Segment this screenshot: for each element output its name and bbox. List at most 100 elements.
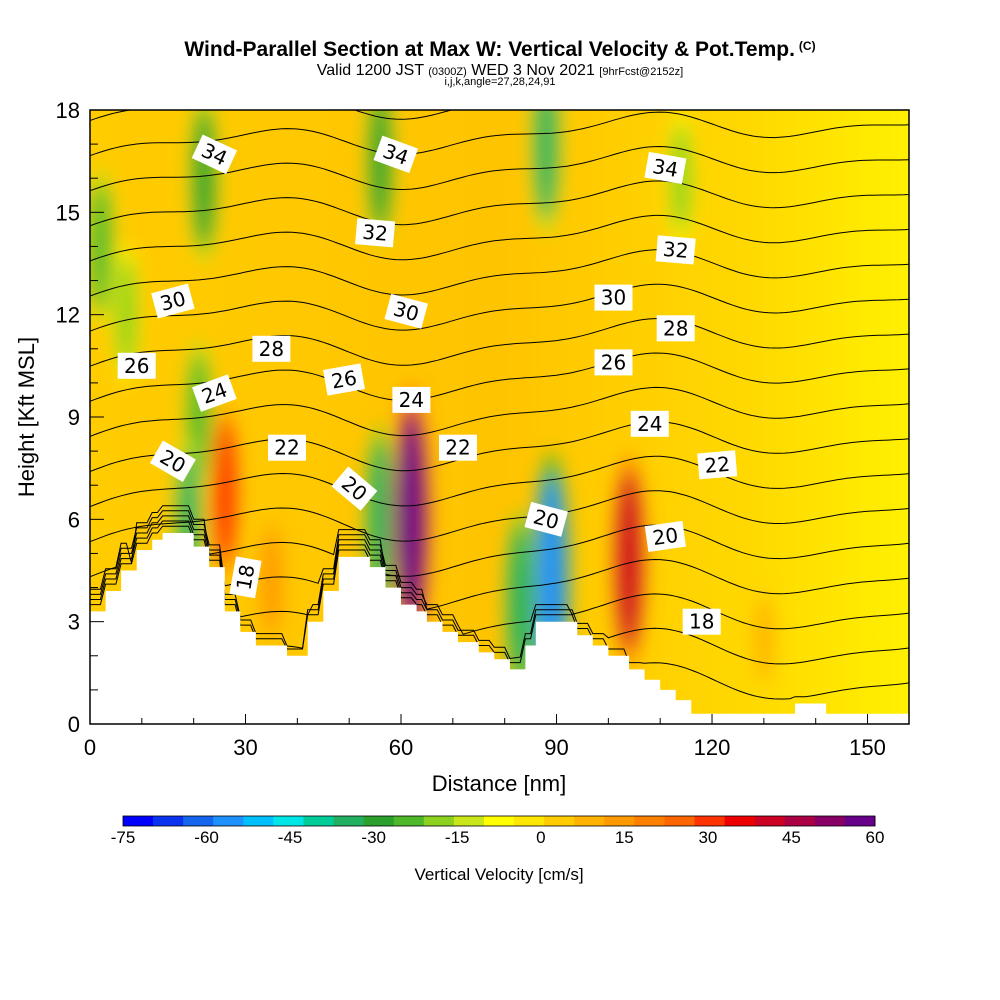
contour-label-box bbox=[644, 151, 687, 185]
contour-label: 22 bbox=[697, 450, 738, 480]
contour-label: 22 bbox=[268, 434, 306, 461]
colorbar-swatch bbox=[213, 816, 244, 826]
velocity-core bbox=[368, 440, 393, 599]
theta-contour-line bbox=[90, 421, 909, 472]
contour-label-box bbox=[151, 283, 195, 319]
y-tick-label: 3 bbox=[68, 610, 80, 635]
colorbar-swatch bbox=[724, 816, 756, 826]
chart-subtitle: Valid 1200 JST (0300Z) WED 3 Nov 2021 [9… bbox=[316, 62, 684, 79]
theta-contour-line bbox=[90, 490, 909, 543]
contour-label-text: 26 bbox=[601, 350, 626, 374]
colorbar-tick-label: -75 bbox=[111, 828, 136, 847]
x-tick-label: 30 bbox=[233, 735, 257, 760]
colorbar-swatch bbox=[574, 816, 605, 826]
contour-label-text: 30 bbox=[601, 286, 626, 310]
contour-label-text: 28 bbox=[259, 337, 284, 361]
colorbar-swatch bbox=[664, 816, 696, 826]
theta-contour-line bbox=[90, 505, 909, 578]
contour-label: 20 bbox=[524, 501, 568, 537]
contour-label-box bbox=[252, 335, 291, 362]
velocity-core bbox=[115, 256, 137, 373]
colorbar-tick-label: -30 bbox=[361, 828, 386, 847]
contour-label-text: 18 bbox=[689, 610, 714, 634]
contour-label: 32 bbox=[655, 235, 696, 265]
theta-contour-line bbox=[90, 180, 909, 227]
theta-contour-line bbox=[90, 283, 909, 332]
contour-label-text: 20 bbox=[651, 523, 680, 550]
contour-label: 28 bbox=[656, 315, 695, 342]
theta-contour-line bbox=[90, 455, 909, 508]
colorbar-tick-label: 45 bbox=[782, 828, 801, 847]
velocity-core bbox=[261, 529, 282, 632]
colorbar-swatch bbox=[303, 816, 335, 826]
x-tick-label: 150 bbox=[849, 735, 886, 760]
contour-label-text: 22 bbox=[274, 436, 299, 460]
contour-label-box bbox=[392, 386, 431, 413]
contour-label-box bbox=[117, 352, 156, 379]
contour-label-text: 26 bbox=[329, 365, 358, 393]
colorbar-swatch bbox=[754, 816, 786, 826]
colorbar-tick-label: -45 bbox=[278, 828, 303, 847]
y-axis-label: Height [Kft MSL] bbox=[14, 337, 39, 497]
colorbar-tick-label: 0 bbox=[536, 828, 545, 847]
colorbar-swatch bbox=[183, 816, 214, 826]
contour-label-text: 26 bbox=[124, 354, 149, 378]
colorbar-swatch bbox=[423, 816, 455, 826]
contour-label-text: 24 bbox=[637, 412, 662, 436]
colorbar-swatch bbox=[784, 816, 816, 826]
colorbar-tick-label: -15 bbox=[445, 828, 470, 847]
colorbar-swatch bbox=[453, 816, 485, 826]
colorbar-tick-label: -60 bbox=[194, 828, 219, 847]
contour-label-box bbox=[656, 315, 695, 342]
contour-label-box bbox=[439, 434, 477, 461]
velocity-core bbox=[616, 471, 643, 650]
chart-title: Wind-Parallel Section at Max W: Vertical… bbox=[184, 38, 816, 61]
contour-label: 18 bbox=[229, 556, 262, 599]
contour-label: 26 bbox=[117, 352, 156, 379]
colorbar-swatch bbox=[844, 816, 876, 826]
theta-contour-line bbox=[90, 111, 909, 157]
theta-contour-line bbox=[90, 43, 909, 85]
contour-label-text: 24 bbox=[399, 388, 424, 412]
contour-label-box bbox=[384, 293, 428, 329]
contour-label-text: 18 bbox=[231, 563, 259, 592]
contour-label-box bbox=[355, 218, 396, 248]
contour-label: 28 bbox=[252, 335, 291, 362]
theta-contour-line bbox=[90, 214, 909, 262]
contour-label-text: 22 bbox=[703, 452, 730, 478]
contour-label-box bbox=[373, 135, 419, 174]
colorbar-swatch bbox=[814, 816, 846, 826]
colorbar-swatch bbox=[694, 816, 726, 826]
x-axis-label: Distance [nm] bbox=[432, 771, 567, 796]
contour-label-text: 22 bbox=[445, 436, 470, 460]
colorbar-swatch bbox=[333, 816, 365, 826]
contour-label: 30 bbox=[594, 284, 633, 311]
contour-label: 24 bbox=[392, 386, 431, 413]
contour-label-box bbox=[331, 466, 378, 511]
y-tick-label: 15 bbox=[56, 200, 80, 225]
velocity-core bbox=[90, 181, 112, 312]
colorbar-swatch bbox=[123, 816, 154, 826]
colorbar-swatch bbox=[604, 816, 635, 826]
y-tick-label: 9 bbox=[68, 405, 80, 430]
contour-label-text: 32 bbox=[662, 237, 689, 263]
y-axis: 0 3 6 9 12 15 18 bbox=[56, 98, 104, 737]
colorbar-swatch bbox=[273, 816, 304, 826]
velocity-core bbox=[192, 110, 216, 251]
colorbar-label: Vertical Velocity [cm/s] bbox=[414, 865, 583, 884]
contour-label: 34 bbox=[191, 134, 238, 175]
colorbar-tick-label: 15 bbox=[615, 828, 634, 847]
theta-contour-line bbox=[90, 515, 909, 635]
contour-label: 24 bbox=[630, 410, 669, 437]
contour-label-box bbox=[682, 608, 721, 635]
contour-label-text: 28 bbox=[663, 316, 688, 340]
colorbar-tick-label: 60 bbox=[866, 828, 885, 847]
colorbar-frame bbox=[122, 815, 876, 827]
contour-label-box bbox=[594, 284, 633, 311]
colorbar-swatch bbox=[483, 816, 515, 826]
contour-label-box bbox=[655, 235, 696, 265]
y-tick-label: 12 bbox=[56, 303, 80, 328]
contour-label-box bbox=[191, 134, 238, 175]
